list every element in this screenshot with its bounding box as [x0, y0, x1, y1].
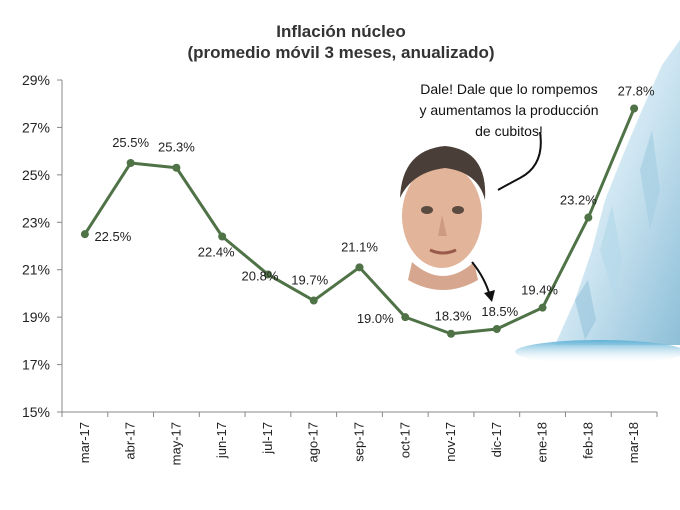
data-point [309, 296, 318, 305]
x-tick-label: jul-17 [260, 422, 275, 455]
y-tick-label: 15% [22, 404, 50, 420]
data-point [447, 329, 456, 338]
y-ticks: 15% 17% 19% 21% 23% 25% 27% 29% [22, 72, 62, 420]
data-point [492, 325, 501, 333]
data-label: 19.7% [291, 273, 328, 288]
y-tick-label: 29% [22, 72, 50, 88]
speech-annotation: Dale! Dale que lo rompemos y aumentamos … [420, 81, 599, 139]
data-point [126, 159, 135, 167]
y-tick-label: 17% [22, 357, 50, 373]
series-points [80, 104, 639, 338]
data-label: 19.0% [357, 311, 394, 326]
data-point [355, 263, 364, 272]
x-tick-label: abr-17 [123, 422, 138, 460]
x-tick-label: dic-17 [489, 422, 504, 457]
data-label: 23.2% [560, 193, 597, 208]
data-label: 25.5% [112, 135, 149, 150]
x-tick-label: may-17 [168, 422, 183, 465]
annotation-line-2: y aumentamos la producción [420, 102, 599, 118]
data-label: 18.3% [435, 309, 472, 324]
annotation-line-3: de cubitos! [475, 123, 543, 139]
y-tick-label: 21% [22, 262, 50, 278]
data-point [218, 232, 227, 241]
x-tick-label: feb-18 [580, 422, 595, 459]
data-label: 27.8% [618, 83, 655, 98]
x-tick-label: jun-17 [214, 422, 229, 459]
data-point [538, 303, 547, 312]
x-tick-label: mar-17 [77, 422, 92, 463]
speech-tail [497, 131, 542, 191]
y-tick-label: 25% [22, 167, 50, 183]
iceberg-icon [515, 40, 680, 364]
x-tick-label: sep-17 [352, 422, 367, 462]
data-label: 22.5% [94, 229, 131, 244]
annotation-line-1: Dale! Dale que lo rompemos [420, 81, 597, 97]
x-tick-label: ago-17 [306, 422, 321, 462]
data-point [263, 270, 272, 279]
data-point [584, 213, 593, 222]
chart-subtitle: (promedio móvil 3 meses, anualizado) [187, 43, 494, 62]
man-face-icon [400, 146, 486, 290]
x-tick-label: nov-17 [443, 422, 458, 462]
y-tick-label: 19% [22, 309, 50, 325]
data-point [172, 163, 181, 172]
data-point [80, 230, 89, 239]
x-tick-label: oct-17 [397, 422, 412, 458]
x-ticks: mar-17 abr-17 may-17 jun-17 jul-17 ago-17 sep-… [61, 412, 658, 465]
data-label: 19.4% [521, 283, 558, 298]
data-label: 20.8% [242, 268, 279, 283]
x-tick-label: mar-18 [626, 422, 641, 463]
data-labels: 22.5% 25.5% 25.3% 22.4% 20.8% 19.7% 21.1% 19.0%… [94, 83, 655, 326]
y-tick-label: 23% [22, 214, 50, 230]
data-point [630, 104, 639, 113]
arrow-icon [471, 261, 495, 302]
x-tick-label: ene-18 [535, 422, 550, 462]
chart-title: Inflación núcleo [276, 22, 405, 41]
data-label: 22.4% [198, 245, 235, 260]
data-label: 25.3% [158, 140, 195, 155]
data-label: 18.5% [481, 304, 518, 319]
data-point [401, 313, 410, 322]
y-tick-label: 27% [22, 119, 50, 135]
data-label: 21.1% [341, 239, 378, 254]
